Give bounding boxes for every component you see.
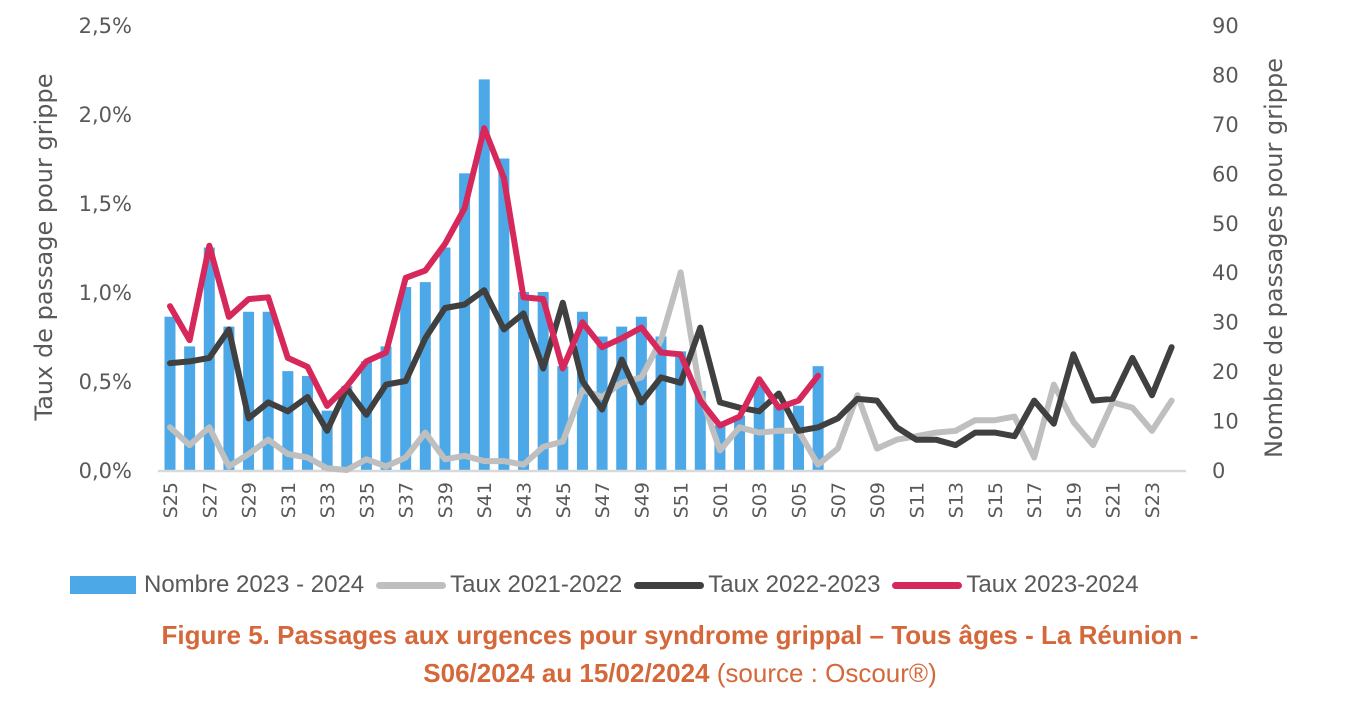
x-tick-label: S19 — [1063, 482, 1085, 518]
bar-S31 — [282, 371, 294, 470]
caption-date-range: S06/2024 au 15/02/2024 — [423, 658, 710, 688]
legend-item-taux-2022-2023: Taux 2022-2023 — [634, 571, 880, 599]
bar-S32 — [301, 376, 313, 470]
caption-source: (source : Oscour®) — [709, 658, 937, 688]
x-tick-label: S35 — [356, 482, 378, 518]
bar-S05 — [792, 405, 804, 470]
legend-swatch-line — [634, 581, 705, 589]
legend-label: Taux 2022-2023 — [708, 571, 881, 598]
x-tick-label: S31 — [278, 482, 300, 518]
bar-S50 — [655, 336, 667, 470]
y-right-tick-label: 50 — [1212, 212, 1239, 236]
x-tick-label: S27 — [199, 482, 221, 518]
y-axis-right-title: Nombre de passages pour grippe — [1260, 58, 1288, 458]
x-tick-label: S43 — [514, 482, 536, 518]
legend-item-nombre-2023-2024: Nombre 2023 - 2024 — [70, 571, 364, 599]
x-tick-label: S29 — [239, 482, 261, 518]
x-tick-label: S25 — [160, 482, 182, 518]
legend-swatch-line — [376, 581, 447, 589]
y-right-tick-label: 60 — [1212, 162, 1239, 186]
x-axis-ticks: S25 S27 S29 S31 S33 S35 S37 S39 S41 S43 S45 S47 S49 S… — [160, 482, 1164, 518]
y-left-tick-label: 2,0% — [79, 103, 132, 127]
y-left-tick-label: 0,0% — [79, 459, 132, 483]
bar-S06 — [812, 366, 824, 470]
y-right-tick-label: 70 — [1212, 113, 1239, 137]
bar-S39 — [439, 247, 451, 470]
x-tick-label: S49 — [631, 482, 653, 518]
line-series — [167, 125, 1175, 473]
bar-S33 — [321, 410, 333, 470]
bar-S43 — [518, 292, 530, 470]
caption-line-1: Figure 5. Passages aux urgences pour syn… — [161, 620, 1199, 650]
legend-label: Taux 2021-2022 — [450, 571, 623, 598]
legend-swatch-line — [892, 581, 963, 589]
x-tick-label: S17 — [1024, 482, 1046, 518]
x-tick-label: S13 — [946, 482, 968, 518]
bar-S45 — [557, 366, 569, 470]
x-tick-label: S33 — [317, 482, 339, 518]
legend-swatch-bar — [70, 576, 136, 594]
x-tick-label: S15 — [985, 482, 1007, 518]
chart: 0,0% 0,5% 1,0% 1,5% 2,0% 2,5% 0 10 20 30 40 50 60 70… — [30, 14, 1288, 518]
bar-S29 — [243, 311, 255, 470]
x-tick-label: S45 — [553, 482, 575, 518]
bar-S34 — [341, 385, 353, 470]
legend-item-taux-2023-2024: Taux 2023-2024 — [892, 571, 1139, 599]
x-tick-label: S11 — [906, 482, 928, 518]
bar-S41 — [478, 79, 490, 470]
y-axis-right-ticks: 0 10 20 30 40 50 60 70 80 90 — [1212, 14, 1239, 483]
bar-S26 — [184, 346, 196, 470]
bar-S44 — [537, 292, 549, 470]
x-tick-label: S37 — [396, 482, 418, 518]
x-tick-label: S03 — [749, 482, 771, 518]
y-right-tick-label: 10 — [1212, 410, 1239, 434]
y-right-tick-label: 0 — [1212, 459, 1225, 483]
y-right-tick-label: 40 — [1212, 261, 1239, 285]
bar-S04 — [773, 405, 785, 470]
y-left-tick-label: 2,5% — [79, 14, 132, 38]
caption-line-2: S06/2024 au 15/02/2024 (source : Oscour®… — [0, 654, 1360, 692]
bar-S42 — [498, 158, 510, 470]
line-taux-2022-2023 — [167, 287, 1175, 449]
bar-S28 — [223, 326, 235, 470]
figure-caption: Figure 5. Passages aux urgences pour syn… — [0, 616, 1360, 692]
bar-S52 — [694, 390, 706, 470]
bar-S38 — [419, 282, 431, 470]
bar-S48 — [616, 326, 628, 470]
x-tick-label: S01 — [710, 482, 732, 518]
legend-label: Taux 2023-2024 — [966, 571, 1139, 598]
x-tick-label: S47 — [592, 482, 614, 518]
y-axis-left-title: Taux de passage pour grippe — [30, 74, 58, 422]
x-tick-label: S21 — [1103, 482, 1125, 518]
legend-item-taux-2021-2022: Taux 2021-2022 — [376, 571, 622, 599]
line-taux-2021-2022 — [167, 269, 1175, 473]
y-right-tick-label: 20 — [1212, 360, 1239, 384]
y-left-tick-label: 1,5% — [79, 192, 132, 216]
bar-S25 — [164, 316, 176, 470]
legend: Nombre 2023 - 2024 Taux 2021-2022 Taux 2… — [70, 571, 1151, 599]
x-tick-label: S39 — [435, 482, 457, 518]
y-right-tick-label: 90 — [1212, 14, 1239, 38]
bar-S40 — [459, 173, 471, 471]
x-tick-label: S05 — [789, 482, 811, 518]
bar-S30 — [262, 311, 274, 470]
y-left-tick-label: 1,0% — [79, 281, 132, 305]
bars-series — [164, 79, 824, 471]
bar-S36 — [380, 346, 392, 470]
bar-S02 — [734, 415, 746, 470]
y-right-tick-label: 80 — [1212, 63, 1239, 87]
x-tick-label: S07 — [828, 482, 850, 518]
x-tick-label: S09 — [867, 482, 889, 518]
legend-label: Nombre 2023 - 2024 — [144, 571, 365, 598]
x-tick-label: S41 — [474, 482, 496, 518]
bar-S49 — [635, 316, 647, 470]
y-right-tick-label: 30 — [1212, 311, 1239, 335]
bar-S51 — [675, 351, 687, 470]
y-axis-left-ticks: 0,0% 0,5% 1,0% 1,5% 2,0% 2,5% — [79, 14, 132, 483]
y-left-tick-label: 0,5% — [79, 370, 132, 394]
bar-S03 — [753, 385, 765, 470]
line-taux-2023-2024 — [167, 125, 822, 429]
x-tick-label: S23 — [1142, 482, 1164, 518]
x-tick-label: S51 — [671, 482, 693, 518]
